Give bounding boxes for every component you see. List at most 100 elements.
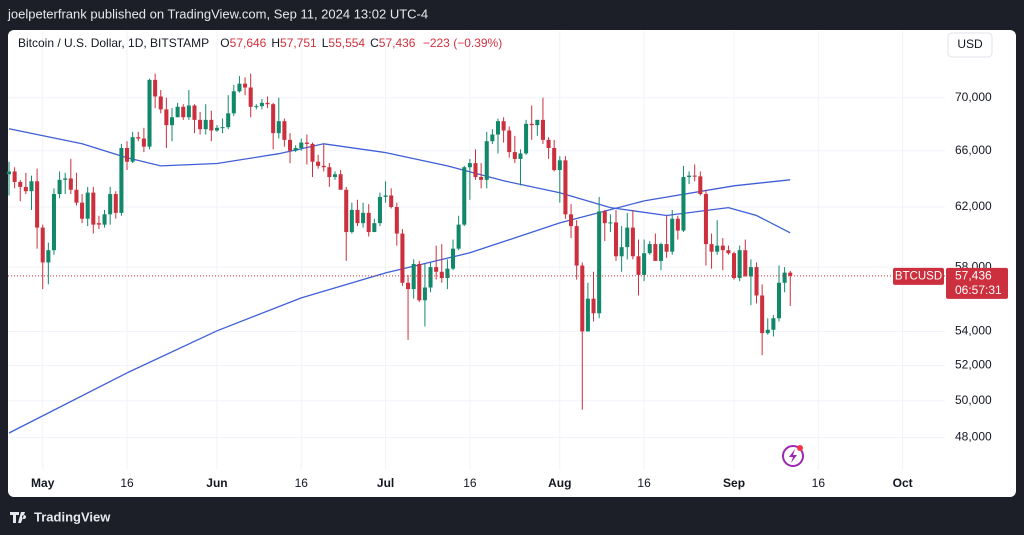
candle-body: [361, 212, 366, 224]
x-tick-label: May: [31, 476, 55, 490]
candle-body: [709, 244, 714, 252]
candle-body: [439, 271, 444, 279]
x-tick-label: 16: [637, 476, 651, 490]
candle-body: [220, 127, 225, 129]
candle-body: [23, 186, 28, 192]
candle-body: [74, 189, 79, 203]
footer-brand: TradingView: [34, 509, 111, 524]
candle-body: [642, 253, 647, 275]
candle-body: [518, 153, 523, 159]
candle-body: [456, 224, 461, 249]
ohlc-value: 57,436: [379, 36, 416, 50]
candle-body: [428, 267, 433, 288]
candle-body: [552, 147, 557, 171]
candle-body: [231, 91, 236, 114]
x-tick-label: 16: [295, 476, 309, 490]
candle-body: [653, 244, 658, 261]
candle-body: [546, 139, 551, 148]
candle-body: [203, 119, 208, 130]
candle-body: [63, 178, 68, 180]
candle-body: [91, 192, 96, 225]
indicator-icon[interactable]: [782, 445, 804, 467]
candle-body: [675, 218, 680, 231]
icon-dot[interactable]: [797, 445, 803, 451]
x-tick-label: 16: [812, 476, 826, 490]
candle-body: [80, 202, 85, 219]
candle-body: [164, 109, 169, 126]
candle-body: [495, 121, 501, 135]
ohlc-key: L: [322, 36, 329, 50]
ohlc-key: O: [220, 36, 229, 50]
candle-body: [422, 287, 427, 301]
candle-body: [192, 105, 197, 120]
candle-body: [394, 207, 399, 234]
candle-body: [243, 83, 248, 88]
currency-box[interactable]: [947, 32, 993, 58]
candle-body: [732, 253, 737, 279]
x-tick-label: 16: [463, 476, 477, 490]
candle-body: [765, 329, 770, 334]
candle-body: [304, 142, 309, 144]
candle-body: [687, 175, 692, 178]
candle-body: [597, 211, 602, 314]
candle-body: [462, 167, 467, 225]
candle-body: [479, 177, 484, 180]
candle-body: [169, 117, 175, 126]
footer-logo: [10, 512, 27, 523]
candle-body: [40, 227, 45, 263]
icon-ring[interactable]: [782, 445, 804, 467]
candle-body: [293, 147, 298, 151]
icon-bolt[interactable]: [789, 449, 797, 463]
candle-body: [569, 214, 574, 227]
candle-body: [259, 102, 264, 107]
candle-body: [445, 268, 450, 279]
candle-body: [692, 175, 697, 177]
candle-body: [310, 143, 315, 162]
candle-body: [265, 102, 270, 105]
moving-average-line: [8, 128, 791, 234]
y-tick-label: 48,000: [955, 430, 992, 444]
candle-body: [108, 194, 113, 215]
candle-body: [372, 223, 377, 233]
legend-line: Bitcoin / U.S. Dollar, 1D, BITSTAMP O57,…: [18, 36, 502, 50]
candle-body: [271, 104, 276, 134]
candle-body: [703, 194, 708, 245]
candle-body: [29, 181, 34, 192]
candle-body: [450, 248, 456, 269]
candle-body: [411, 263, 416, 290]
y-tick-label: 70,000: [955, 90, 992, 104]
candle-body: [214, 127, 219, 131]
candle-body: [254, 106, 259, 108]
candle-body: [147, 79, 152, 147]
candle-body: [68, 178, 73, 190]
candle-body: [613, 222, 619, 257]
x-tick-label: Jul: [377, 476, 394, 490]
ohlc-key: H: [271, 36, 280, 50]
candle-body: [512, 152, 517, 159]
candle-body: [664, 244, 669, 252]
candle-body: [580, 265, 585, 332]
x-tick-label: Sep: [723, 476, 745, 490]
candle-body: [130, 137, 135, 162]
candle-body: [125, 147, 130, 162]
candle-body: [332, 174, 338, 178]
candle-body: [57, 179, 62, 195]
candle-body: [96, 223, 101, 225]
candle-body: [406, 282, 411, 290]
candle-body: [366, 212, 371, 233]
candle-body: [782, 272, 787, 283]
x-tick-label: 16: [120, 476, 134, 490]
candle-body: [658, 244, 663, 261]
currency[interactable]: USD: [957, 37, 983, 51]
candle-body: [726, 250, 731, 254]
y-tick-label: 62,000: [955, 199, 992, 213]
candle-body: [299, 142, 304, 148]
candle-body: [602, 211, 607, 224]
candle-body: [776, 282, 782, 319]
candle-body: [321, 165, 326, 168]
candle-body: [377, 196, 382, 224]
candle-body: [788, 272, 793, 276]
symbol-title: Bitcoin / U.S. Dollar, 1D, BITSTAMP: [18, 36, 209, 50]
candle-body: [625, 227, 630, 248]
ohlc-value: 57,646: [230, 36, 267, 50]
